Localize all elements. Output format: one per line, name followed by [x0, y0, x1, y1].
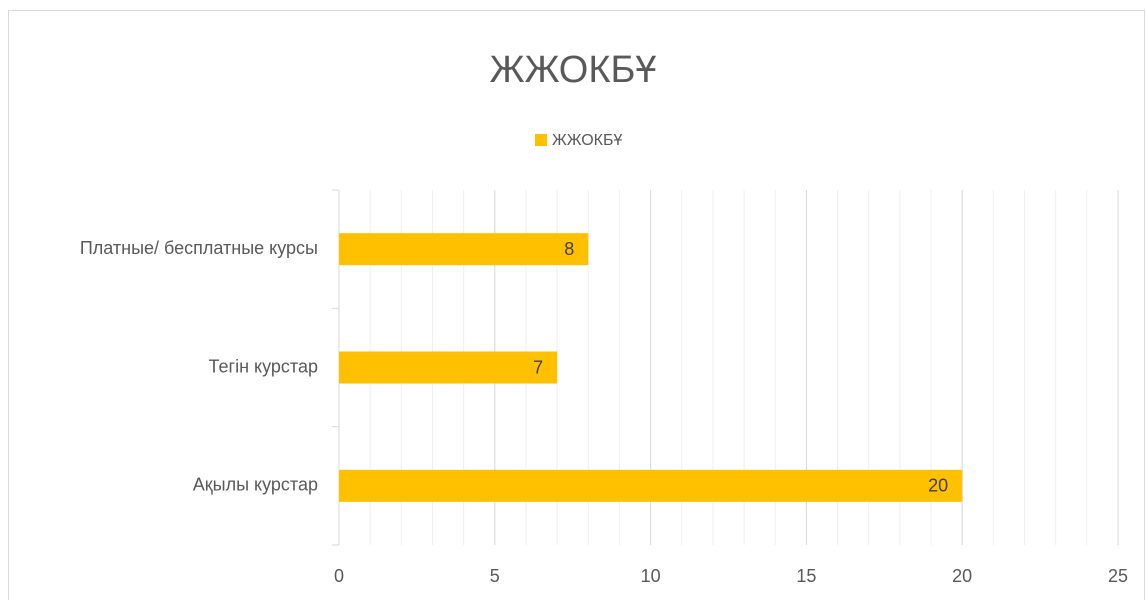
x-tick-label: 20	[952, 566, 972, 586]
x-tick-label: 10	[641, 566, 661, 586]
bar	[339, 233, 589, 266]
legend-label: ЖЖОКБҰ	[552, 132, 622, 149]
y-tick-label: Платные/ бесплатные курсы	[80, 238, 318, 258]
x-tick-label: 25	[1108, 566, 1128, 586]
x-tick-label: 0	[334, 566, 344, 586]
legend-swatch	[535, 134, 547, 146]
y-tick-label: Тегін курстар	[209, 356, 318, 376]
data-label: 8	[564, 239, 574, 259]
y-tick-label: Ақылы курстар	[193, 475, 318, 495]
data-label: 20	[928, 476, 948, 496]
x-tick-label: 15	[796, 566, 816, 586]
bar	[339, 469, 963, 502]
chart-title: ЖЖОКБҰ	[489, 49, 656, 91]
bar	[339, 351, 558, 384]
x-tick-label: 5	[490, 566, 500, 586]
data-label: 7	[533, 357, 543, 377]
chart-border	[8, 10, 1145, 600]
